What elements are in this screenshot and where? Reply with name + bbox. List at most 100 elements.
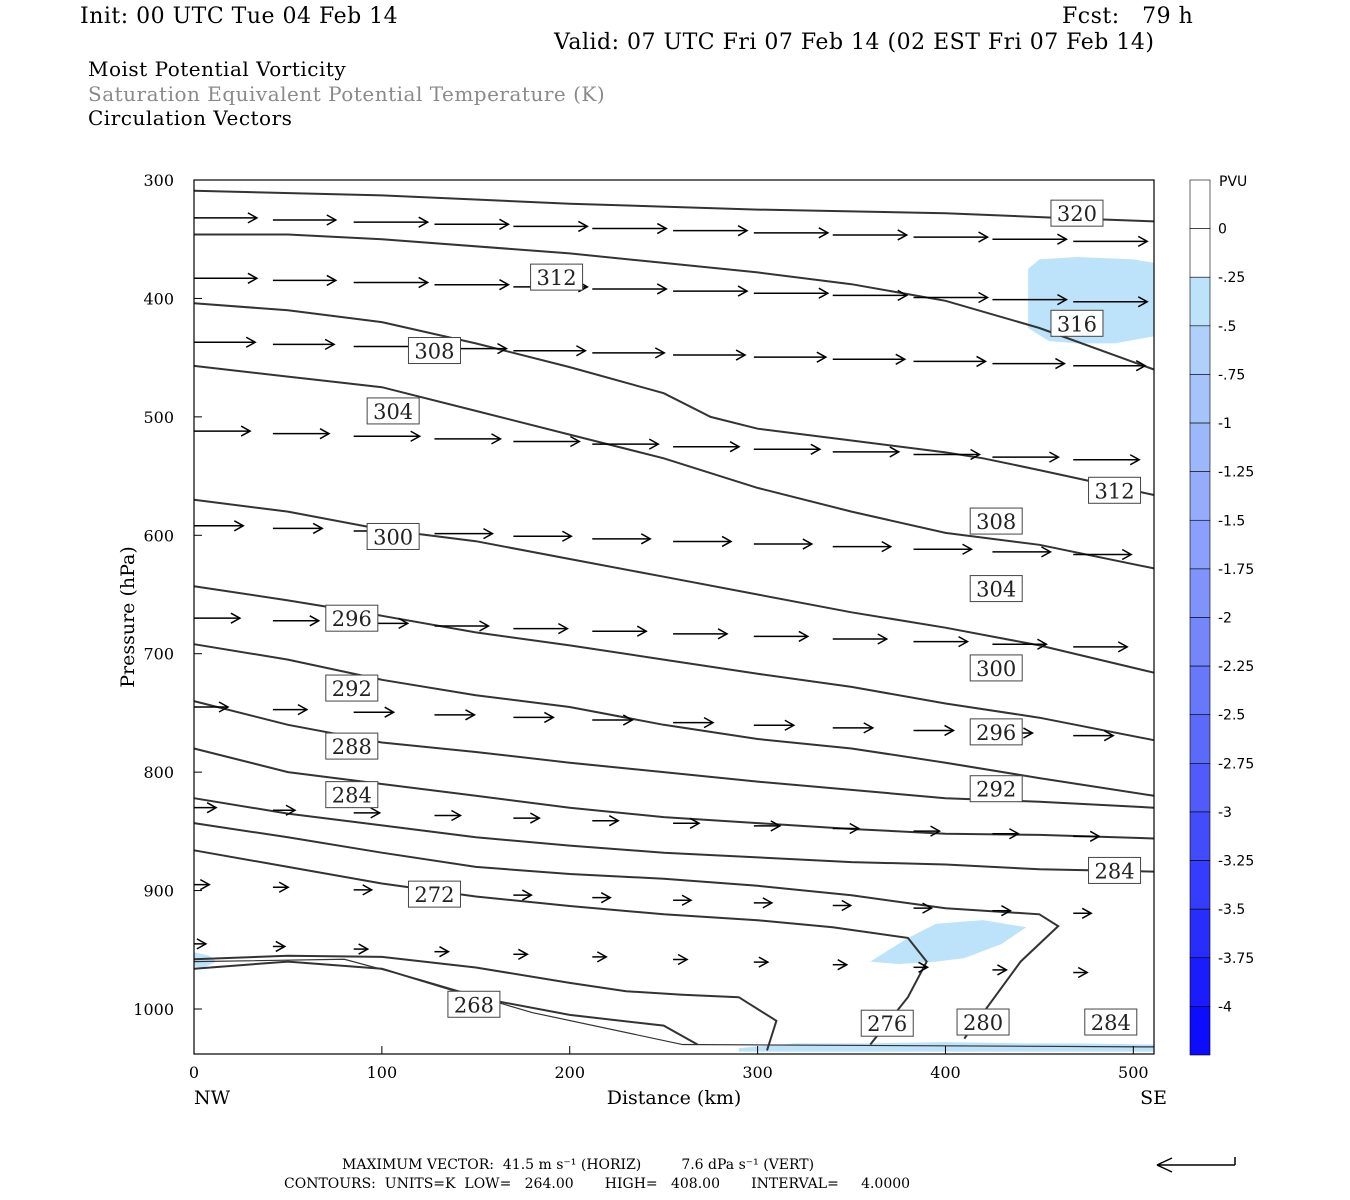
x-tick-label: 0: [189, 1063, 199, 1082]
contour-label-box: [325, 604, 379, 632]
colorbar-tick-label: -2.5: [1218, 708, 1245, 724]
colorbar-tick-label: -.75: [1218, 367, 1245, 383]
y-tick-label: 900: [143, 882, 174, 901]
colorbar-tick-label: -3.25: [1218, 854, 1254, 870]
vector-arrowhead: [418, 276, 430, 289]
contour-label-304: 304: [373, 400, 413, 424]
vector-arrowhead: [881, 540, 893, 553]
contour-labels: 320 316 312 308 304 300 296 292 288 284 272 268 312 3…: [325, 199, 1142, 1037]
vector-arrowhead: [758, 956, 770, 968]
vector-arrowhead: [762, 897, 774, 909]
vector-arrowhead: [410, 430, 422, 442]
contour-label-box: [366, 397, 420, 425]
colorbar-cell: [1189, 908, 1211, 959]
contour-272: [193, 954, 778, 1051]
contour-320: [193, 189, 1155, 223]
colorbar-tick-label: -1: [1218, 416, 1232, 432]
contour-label-308: 308: [976, 510, 1016, 534]
colorbar-tick-label: -3: [1218, 805, 1232, 821]
colorbar-cell: [1189, 422, 1211, 472]
vector-arrowhead: [233, 520, 245, 532]
x-tick-label: 500: [1118, 1063, 1149, 1082]
contour-label-320: 320: [1057, 202, 1097, 226]
colorbar-tick-label: -4: [1218, 999, 1232, 1015]
colorbar-cell: [1189, 811, 1211, 861]
vector-arrowhead: [297, 703, 309, 716]
colorbar-tick-label: -1.5: [1218, 513, 1245, 529]
forecast-hour: Fcst: 79 h: [1062, 4, 1194, 29]
contour-label-box: [860, 1009, 914, 1037]
vector-arrowhead: [863, 722, 875, 734]
vector-arrowhead: [784, 719, 796, 731]
vector-arrowhead: [1117, 641, 1129, 653]
colorbar-tick-label: -2: [1218, 611, 1232, 627]
colorbar-cell: [1189, 374, 1211, 424]
vector-arrowhead: [1135, 360, 1147, 372]
colorbar-label: PVU: [1219, 174, 1247, 190]
contour-label-296: 296: [332, 607, 372, 631]
colorbar-tick-label: 0: [1218, 222, 1227, 238]
vector-arrowhead: [608, 815, 620, 827]
vector-arrowhead: [362, 884, 374, 896]
vector-arrowhead: [596, 951, 608, 963]
vector-arrowhead: [418, 216, 430, 228]
vector-arrowhead: [944, 724, 956, 737]
contour-label-box: [1088, 856, 1142, 884]
contour-label-284: 284: [1091, 1011, 1131, 1035]
vector-arrowhead: [370, 807, 382, 819]
vector-arrowhead: [636, 625, 648, 637]
contour-284: [193, 797, 1155, 873]
vector-arrowhead: [199, 878, 211, 891]
vector-arrowhead: [922, 902, 934, 914]
y-tick-label: 800: [143, 763, 174, 782]
vector-arrowhead: [918, 961, 930, 973]
vector-arrowhead: [562, 530, 573, 542]
contour-label-304: 304: [976, 578, 1016, 602]
contour-label-284: 284: [1095, 859, 1135, 883]
colorbar-cell: [1189, 179, 1211, 229]
vector-arrowhead: [218, 701, 230, 713]
colorbar-cell: [1189, 714, 1211, 764]
vector-arrowhead: [1009, 828, 1020, 840]
vector-arrowhead: [897, 289, 909, 302]
contour-308: [193, 364, 1155, 570]
colorbar-cell: [1189, 665, 1211, 716]
plot-frame: [193, 179, 1155, 1055]
vector-arrowhead: [1023, 727, 1034, 739]
vector-arrowhead: [326, 274, 338, 287]
vector-arrowhead: [1077, 966, 1089, 979]
vector-arrowhead: [465, 709, 477, 721]
valid-time: Valid: 07 UTC Fri 07 Feb 14 (02 EST Fri …: [554, 30, 1155, 55]
vector-arrowhead: [721, 535, 733, 548]
vector-arrowhead: [798, 630, 810, 643]
vector-arrowhead: [522, 889, 533, 901]
colorbar-tick-label: -3.75: [1218, 951, 1254, 967]
vector-arrowhead: [309, 615, 321, 627]
y-tick-label: 600: [143, 526, 174, 545]
colorbar-cell: [1189, 568, 1211, 618]
vector-arrowhead: [1089, 830, 1101, 842]
vector-arrowhead: [275, 940, 287, 953]
vector-arrowhead: [656, 222, 668, 235]
contour-312: [193, 302, 1155, 496]
contour-label-280: 280: [963, 1011, 1003, 1035]
colorbar-tick-label: -3.5: [1218, 902, 1245, 918]
contour-label-300: 300: [976, 657, 1016, 681]
vector-arrowhead: [818, 287, 830, 299]
vector-arrowhead: [810, 443, 822, 455]
contour-label-box: [969, 718, 1023, 746]
colorbar-tick-label: -2.25: [1218, 659, 1254, 675]
vector-arrowhead: [230, 612, 242, 624]
vector-arrowhead: [1137, 296, 1149, 308]
colorbar-tick-label: -1.75: [1218, 562, 1254, 578]
vector-arrowhead: [895, 353, 907, 365]
colorbar-cell: [1189, 763, 1211, 813]
contour-label-box: [325, 674, 379, 702]
vector-arrowhead: [703, 716, 715, 729]
y-tick-label: 500: [143, 408, 174, 427]
vector-arrowhead: [816, 351, 828, 363]
colorbar-cell: [1189, 957, 1211, 1007]
vector-arrowhead: [278, 881, 290, 893]
contour-label-300: 300: [373, 525, 413, 549]
